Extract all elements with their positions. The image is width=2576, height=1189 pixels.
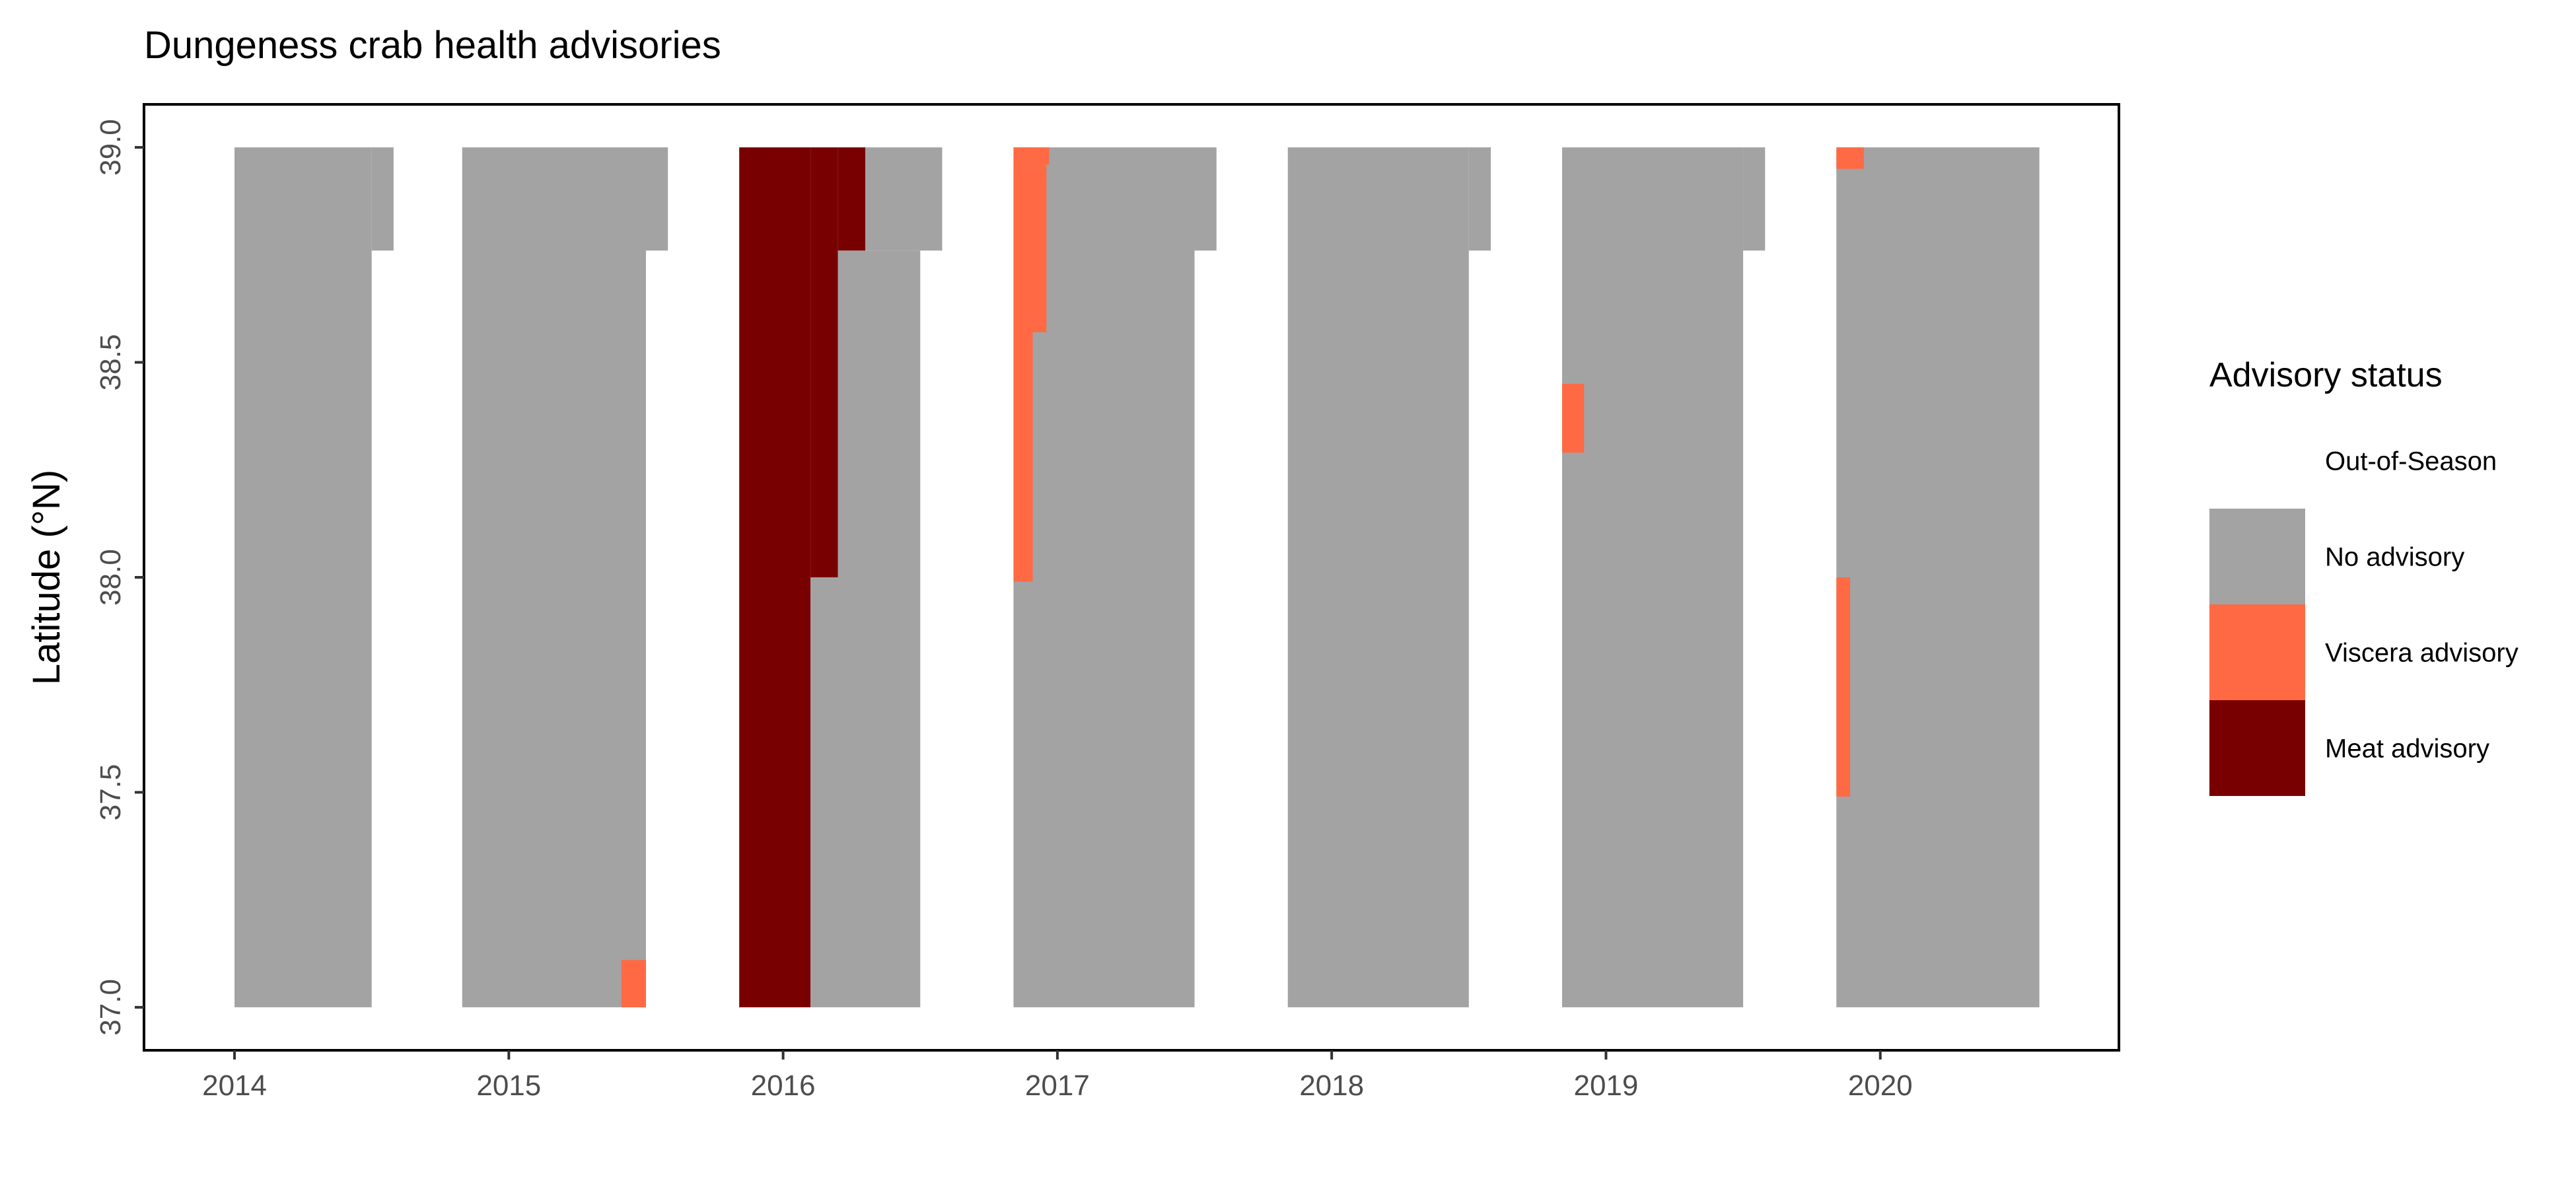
advisory-cell-meat-advisory	[838, 147, 866, 251]
x-axis: 2014 2015 2016 2017 2018 2019 2020	[202, 1050, 1913, 1102]
legend-label-meat-advisory: Meat advisory	[2325, 735, 2489, 764]
advisory-cell-no-advisory	[865, 147, 943, 251]
advisory-cell-viscera-advisory	[1013, 147, 1050, 165]
advisory-cell-no-advisory	[234, 147, 372, 1007]
y-tick-label: 38.5	[94, 334, 127, 391]
x-tick-label: 2018	[1299, 1069, 1364, 1102]
y-tick-label: 39.0	[94, 119, 127, 176]
chart-title: Dungeness crab health advisories	[144, 24, 721, 67]
advisory-cell-no-advisory	[1468, 147, 1491, 251]
advisory-cell-no-advisory	[645, 147, 668, 251]
x-tick-label: 2020	[1848, 1069, 1913, 1102]
advisory-cell-viscera-advisory	[1013, 164, 1047, 332]
legend-title: Advisory status	[2209, 356, 2443, 394]
advisory-cell-no-advisory	[838, 250, 921, 577]
advisory-cell-viscera-advisory	[1013, 332, 1033, 582]
advisory-cell-no-advisory	[1194, 147, 1217, 251]
advisory-cell-viscera-advisory	[1561, 384, 1585, 453]
advisory-cell-no-advisory	[1287, 147, 1469, 1007]
legend-label-out-of-season: Out-of-Season	[2325, 447, 2497, 476]
y-tick-label: 38.0	[94, 549, 127, 606]
plot-area	[234, 147, 2040, 1007]
legend-key-out-of-season	[2209, 413, 2305, 509]
advisory-cell-no-advisory	[462, 147, 646, 1007]
legend-key-meat-advisory	[2209, 700, 2305, 796]
y-tick-label: 37.0	[94, 979, 127, 1036]
advisory-cell-no-advisory	[371, 147, 394, 251]
x-tick-label: 2019	[1573, 1069, 1638, 1102]
advisory-cell-no-advisory	[810, 577, 921, 1007]
advisory-cell-meat-advisory	[810, 147, 838, 577]
advisory-cell-no-advisory	[1561, 147, 1744, 1007]
advisory-cell-meat-advisory	[739, 147, 811, 1007]
x-tick-label: 2015	[476, 1069, 541, 1102]
y-tick-label: 37.5	[94, 764, 127, 821]
x-tick-label: 2014	[202, 1069, 267, 1102]
x-tick-label: 2017	[1025, 1069, 1090, 1102]
advisory-cell-no-advisory	[1836, 147, 2040, 1007]
advisory-cell-no-advisory	[1743, 147, 1766, 251]
legend-label-no-advisory: No advisory	[2325, 543, 2464, 572]
x-tick-label: 2016	[751, 1069, 816, 1102]
legend: Advisory status Out-of-Season No advisory…	[2209, 356, 2519, 796]
legend-key-viscera-advisory	[2209, 604, 2305, 700]
legend-key-no-advisory	[2209, 509, 2305, 604]
advisory-cell-viscera-advisory	[1836, 577, 1851, 797]
legend-label-viscera-advisory: Viscera advisory	[2325, 639, 2519, 668]
advisory-cell-viscera-advisory	[1836, 147, 1864, 169]
y-axis-label: Latitude (°N)	[25, 470, 68, 685]
advisory-cell-viscera-advisory	[621, 960, 646, 1007]
y-axis: 37.0 37.5 38.0 38.5 39.0	[94, 119, 144, 1036]
